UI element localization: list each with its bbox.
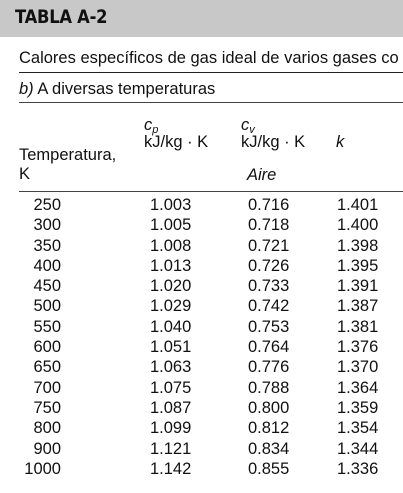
cell-temperature: 350 [33,236,61,255]
cell-cp: 1.087 [150,398,192,417]
header-temperature-line2: K [19,165,31,183]
subcaption-rule [19,102,403,103]
cell-cp: 1.029 [150,297,192,316]
cell-temperature: 700 [33,378,61,397]
cell-cp: 1.005 [150,216,192,235]
cell-cp: 1.013 [150,256,192,275]
cell-k: 1.370 [337,358,379,377]
header-cp-symbol: cp [144,116,158,140]
subcaption-text: A diversas temperaturas [33,80,216,98]
cell-cv: 0.788 [248,378,290,397]
cell-cv: 0.776 [248,358,290,377]
table-id: TABLA A-2 [15,6,108,28]
table-row: 600 1.051 0.764 1.376 [0,337,403,357]
header-gas-name: Aire [247,166,277,184]
table-row: 550 1.040 0.753 1.381 [0,317,403,337]
cell-temperature: 600 [33,338,61,357]
cell-temperature: 250 [33,196,61,214]
cell-temperature: 400 [33,256,61,275]
cell-k: 1.395 [337,256,379,275]
cell-k: 1.387 [337,297,379,316]
cell-cv: 0.721 [248,236,290,255]
cell-cv: 0.716 [248,196,290,214]
cell-cp: 1.008 [150,236,192,255]
table-caption: Calores específicos de gas ideal de vari… [19,49,399,67]
cell-k: 1.336 [337,459,379,478]
table-row: 250 1.003 0.716 1.401 [0,195,403,215]
cell-temperature: 750 [33,398,61,417]
cell-cp: 1.063 [150,358,192,377]
cell-k: 1.400 [337,216,379,235]
cell-cv: 0.753 [248,317,290,336]
cell-temperature: 300 [33,216,61,235]
header-temperature-line1: Temperatura, [19,146,117,164]
table-row: 500 1.029 0.742 1.387 [0,296,403,316]
cell-temperature: 500 [33,297,61,316]
title-bar: TABLA A-2 [0,0,403,37]
cell-cv: 0.733 [248,277,290,296]
subcaption-letter: b) [19,80,34,98]
cell-k: 1.344 [337,439,379,458]
cp-symbol-letter: c [144,116,153,134]
cell-cv: 0.726 [248,256,290,275]
table-row: 1000 1.142 0.855 1.336 [0,459,403,479]
cell-cp: 1.075 [150,378,192,397]
cell-k: 1.391 [337,277,379,296]
table-row: 350 1.008 0.721 1.398 [0,236,403,256]
header-cv-unit: kJ/kg · K [241,133,306,151]
cell-cp: 1.051 [150,338,192,357]
table-row: 900 1.121 0.834 1.344 [0,439,403,459]
cell-cv: 0.800 [248,398,290,417]
cell-cp: 1.003 [150,196,192,214]
cell-cv: 0.742 [248,297,290,316]
cell-k: 1.401 [337,196,379,214]
cell-temperature: 900 [33,439,61,458]
cell-cv: 0.812 [248,419,290,438]
cell-cv: 0.855 [248,459,290,478]
cell-k: 1.354 [337,419,379,438]
header-k-symbol: k [336,133,345,151]
table-subcaption: b) A diversas temperaturas [19,80,215,99]
table-row: 750 1.087 0.800 1.359 [0,398,403,418]
table-row: 650 1.063 0.776 1.370 [0,357,403,377]
cell-cv: 0.764 [248,338,290,357]
cell-cp: 1.099 [150,419,192,438]
cell-cp: 1.121 [150,439,192,458]
cell-k: 1.381 [337,317,379,336]
cell-k: 1.364 [337,378,379,397]
header-cv-symbol: cv [241,116,255,140]
caption-rule [19,72,403,73]
cell-temperature: 650 [33,358,61,377]
header-cp-unit: kJ/kg · K [144,133,209,151]
cell-k: 1.359 [337,398,379,417]
table-row: 700 1.075 0.788 1.364 [0,378,403,398]
cell-temperature: 550 [33,317,61,336]
cell-cp: 1.040 [150,317,192,336]
cp-subscript: p [152,124,159,136]
cell-cp: 1.142 [150,459,192,478]
cell-k: 1.398 [337,236,379,255]
table-row: 400 1.013 0.726 1.395 [0,256,403,276]
table-body: 250 1.003 0.716 1.401 300 1.005 0.718 1.400 350 1… [0,195,403,479]
cell-temperature: 450 [33,277,61,296]
cell-cv: 0.834 [248,439,290,458]
table-row: 300 1.005 0.718 1.400 [0,215,403,235]
cv-symbol-letter: c [241,116,250,134]
header-rule [19,191,403,192]
table-row: 450 1.020 0.733 1.391 [0,276,403,296]
table-row: 800 1.099 0.812 1.354 [0,418,403,438]
cell-k: 1.376 [337,338,379,357]
cv-subscript: v [249,124,255,136]
cell-temperature: 1000 [24,459,61,478]
cell-cv: 0.718 [248,216,290,235]
cell-cp: 1.020 [150,277,192,296]
cell-temperature: 800 [33,419,61,438]
